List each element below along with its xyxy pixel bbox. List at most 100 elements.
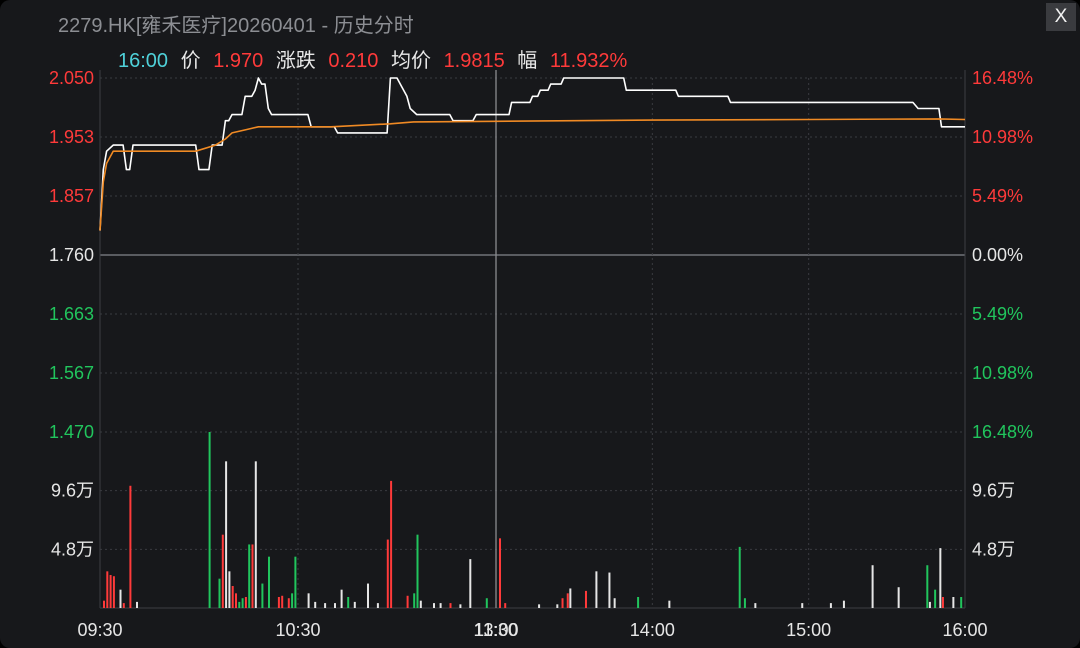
- volume-bar: [754, 603, 757, 608]
- volume-bar: [291, 593, 294, 608]
- price-tick-label: 1.760: [49, 245, 94, 265]
- volume-bar: [842, 600, 845, 608]
- volume-bar: [340, 589, 343, 608]
- volume-bar: [668, 600, 671, 608]
- volume-tick-label-right: 9.6万: [972, 481, 1015, 501]
- volume-bar: [390, 480, 393, 608]
- time-tick-label: 16:00: [942, 620, 987, 640]
- volume-bar: [112, 576, 115, 608]
- volume-bar: [637, 597, 640, 608]
- volume-bar: [109, 575, 112, 608]
- price-value: 1.970: [213, 50, 264, 72]
- volume-bar: [595, 571, 598, 608]
- time-tick-label: 13:00: [473, 620, 518, 640]
- grid-lines: [99, 70, 966, 609]
- volume-bar: [287, 598, 290, 608]
- price-lines: [99, 77, 966, 231]
- volume-bar: [469, 559, 472, 608]
- volume-bar: [307, 593, 310, 608]
- volume-bar: [485, 598, 488, 608]
- volume-bar: [801, 603, 804, 608]
- volume-bar: [952, 597, 955, 608]
- price-label: 价: [180, 50, 201, 72]
- change-value: 0.210: [328, 50, 379, 72]
- volume-bar: [281, 595, 284, 608]
- price-tick-label: 1.953: [49, 127, 94, 147]
- pct-tick-label: 5.49%: [972, 186, 1023, 206]
- volume-bar: [613, 598, 616, 608]
- volume-bar: [829, 603, 832, 608]
- volume-bar: [419, 600, 422, 608]
- volume-bar: [244, 597, 247, 608]
- volume-bar: [934, 589, 937, 608]
- volume-bar: [119, 589, 122, 608]
- volume-bar: [584, 590, 587, 608]
- volume-bar: [439, 603, 442, 608]
- time-tick-label: 15:00: [786, 620, 831, 640]
- volume-bar: [248, 544, 251, 608]
- volume-bar: [347, 597, 350, 608]
- volume-bar: [538, 604, 541, 608]
- volume-bar: [231, 586, 234, 608]
- volume-bar: [569, 588, 572, 608]
- volume-bar: [504, 603, 507, 608]
- volume-bar: [556, 604, 559, 608]
- volume-tick-label: 4.8万: [51, 539, 94, 559]
- volume-bar: [743, 598, 746, 608]
- pct-tick-label: 16.48%: [972, 422, 1033, 442]
- volume-bar: [314, 601, 317, 608]
- info-time: 16:00: [118, 50, 169, 72]
- amplitude-value: 11.932%: [549, 50, 628, 72]
- quote-info-bar: 16:00 价 1.970 涨跌 0.210 均价 1.9815 幅 11.93…: [118, 44, 634, 73]
- volume-bar: [566, 593, 569, 608]
- volume-bar: [122, 603, 125, 608]
- volume-bar: [277, 597, 280, 608]
- price-tick-label: 1.857: [49, 186, 94, 206]
- volume-bar: [928, 601, 931, 608]
- avg-price-value: 1.9815: [443, 50, 505, 72]
- volume-bar: [449, 603, 452, 608]
- volume-bar: [225, 461, 228, 608]
- volume-bar: [228, 571, 231, 608]
- volume-bar: [221, 534, 224, 608]
- volume-bar: [254, 461, 257, 608]
- volume-tick-label: 9.6万: [51, 481, 94, 501]
- time-tick-label: 11:30: [474, 620, 518, 640]
- volume-bar: [367, 583, 369, 608]
- volume-bar: [251, 544, 254, 608]
- volume-bars: [103, 432, 963, 608]
- volume-bar: [413, 593, 416, 608]
- volume-bar: [926, 565, 929, 608]
- pct-tick-label: 16.48%: [972, 68, 1033, 88]
- volume-bar: [433, 603, 435, 608]
- time-tick-label: 09:30: [77, 620, 122, 640]
- price-line: [99, 77, 965, 231]
- pct-tick-label: 5.49%: [972, 304, 1023, 324]
- volume-bar: [208, 432, 211, 608]
- volume-bar: [268, 556, 270, 608]
- volume-bar: [939, 548, 942, 608]
- average-price-line: [99, 118, 966, 231]
- volume-bar: [136, 601, 138, 608]
- price-tick-label: 2.050: [49, 68, 94, 88]
- window-title: 2279.HK[雍禾医疗]20260401 - 历史分时: [58, 15, 414, 37]
- close-button[interactable]: X: [1046, 3, 1076, 31]
- pct-tick-label: 0.00%: [972, 245, 1023, 265]
- volume-bar: [353, 601, 356, 608]
- volume-bar: [235, 593, 237, 608]
- volume-bar: [608, 572, 611, 608]
- volume-bar: [459, 604, 462, 608]
- volume-bar: [499, 538, 501, 608]
- change-label: 涨跌: [275, 50, 316, 72]
- pct-tick-label: 10.98%: [972, 363, 1033, 383]
- pct-tick-label: 10.98%: [972, 127, 1033, 147]
- volume-bar: [941, 597, 944, 608]
- volume-bar: [871, 565, 874, 608]
- volume-bar: [261, 583, 264, 608]
- volume-bar: [561, 598, 564, 608]
- volume-bar: [238, 601, 241, 608]
- volume-bar: [106, 571, 109, 608]
- volume-bar: [960, 597, 963, 608]
